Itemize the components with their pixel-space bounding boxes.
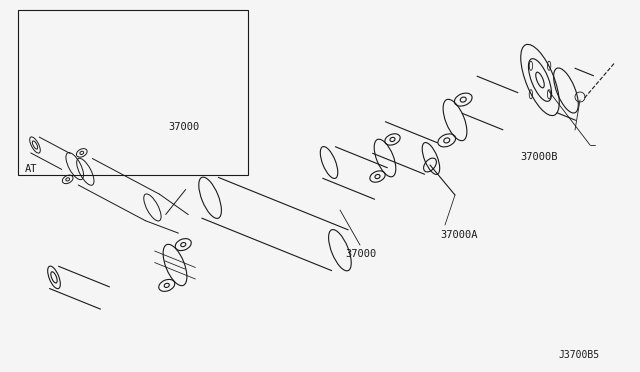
Text: AT: AT <box>25 164 38 174</box>
Text: 37000A: 37000A <box>440 230 477 240</box>
Bar <box>18 10 248 175</box>
Text: 37000: 37000 <box>168 122 199 132</box>
Text: 37000: 37000 <box>345 249 376 259</box>
Text: J3700B5: J3700B5 <box>559 350 600 360</box>
Text: 37000B: 37000B <box>520 152 557 162</box>
